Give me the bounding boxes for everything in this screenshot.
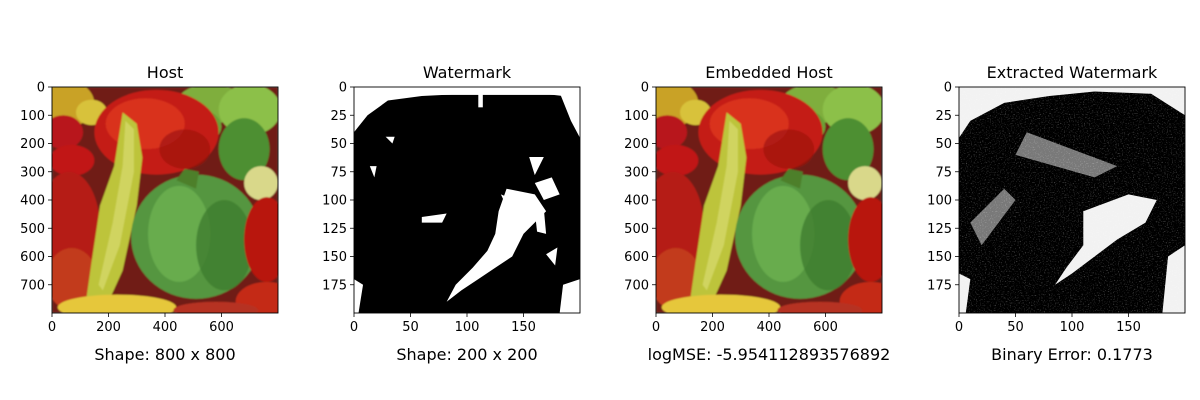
panel-1: Host 0 200 400 600 0 100 200 300 400 500 600 700 Shap… <box>20 63 298 364</box>
x-tick-label: 50 <box>1007 320 1024 335</box>
y-tick-label: 150 <box>927 250 952 265</box>
panel-title: Embedded Host <box>705 63 833 82</box>
y-tick-label: 75 <box>330 165 347 180</box>
y-tick-label: 400 <box>20 194 45 209</box>
image-binary-watermark-noisy <box>959 87 1185 313</box>
panel-3: Embedded Host 0 200 400 600 0 100 200 300 400 500 6… <box>624 63 902 364</box>
panel-caption: logMSE: -5.954112893576892 <box>648 345 891 364</box>
panel-4: Extracted Watermark 0 50 100 150 0 25 50 75 100 12… <box>927 63 1185 364</box>
x-tick-label: 0 <box>652 320 660 335</box>
x-tick-label: 150 <box>511 320 536 335</box>
x-tick-label: 0 <box>955 320 963 335</box>
panel-2: Watermark 0 50 100 150 0 25 50 75 100 125 150 175 Sha… <box>322 63 580 364</box>
y-tick-label: 50 <box>330 137 347 152</box>
panel-caption: Binary Error: 0.1773 <box>991 345 1153 364</box>
y-tick-label: 0 <box>339 81 347 96</box>
y-tick-label: 175 <box>927 278 952 293</box>
x-tick-label: 400 <box>757 320 782 335</box>
panel-title: Extracted Watermark <box>987 63 1158 82</box>
y-tick-label: 200 <box>20 137 45 152</box>
y-tick-label: 150 <box>322 250 347 265</box>
y-tick-label: 25 <box>330 109 347 124</box>
y-tick-label: 500 <box>20 222 45 237</box>
image-peppers-color <box>38 81 298 321</box>
panel-caption: Shape: 200 x 200 <box>396 345 537 364</box>
x-tick-label: 0 <box>48 320 56 335</box>
y-tick-label: 100 <box>20 109 45 124</box>
y-tick-label: 300 <box>20 165 45 180</box>
x-tick-label: 100 <box>455 320 480 335</box>
x-tick-label: 200 <box>96 320 121 335</box>
image-peppers-color <box>642 81 902 321</box>
y-tick-label: 400 <box>624 194 649 209</box>
y-tick-label: 175 <box>322 278 347 293</box>
y-tick-label: 25 <box>935 109 952 124</box>
y-tick-label: 0 <box>641 81 649 96</box>
x-tick-label: 600 <box>209 320 234 335</box>
y-tick-label: 700 <box>20 278 45 293</box>
x-tick-label: 150 <box>1116 320 1141 335</box>
y-tick-label: 125 <box>927 222 952 237</box>
y-tick-label: 600 <box>20 250 45 265</box>
y-tick-label: 75 <box>935 165 952 180</box>
y-tick-label: 0 <box>37 81 45 96</box>
y-tick-label: 50 <box>935 137 952 152</box>
panel-title: Host <box>147 63 183 82</box>
x-tick-label: 100 <box>1060 320 1085 335</box>
y-tick-label: 0 <box>944 81 952 96</box>
y-tick-label: 100 <box>322 194 347 209</box>
y-tick-label: 200 <box>624 137 649 152</box>
x-tick-label: 200 <box>700 320 725 335</box>
image-binary-watermark <box>354 87 580 313</box>
y-tick-label: 600 <box>624 250 649 265</box>
y-tick-label: 500 <box>624 222 649 237</box>
y-tick-label: 100 <box>624 109 649 124</box>
panel-title: Watermark <box>423 63 512 82</box>
x-tick-label: 400 <box>153 320 178 335</box>
x-tick-label: 600 <box>813 320 838 335</box>
y-tick-label: 100 <box>927 194 952 209</box>
y-tick-label: 300 <box>624 165 649 180</box>
panel-caption: Shape: 800 x 800 <box>94 345 235 364</box>
y-tick-label: 700 <box>624 278 649 293</box>
x-tick-label: 50 <box>402 320 419 335</box>
y-tick-label: 125 <box>322 222 347 237</box>
x-tick-label: 0 <box>350 320 358 335</box>
